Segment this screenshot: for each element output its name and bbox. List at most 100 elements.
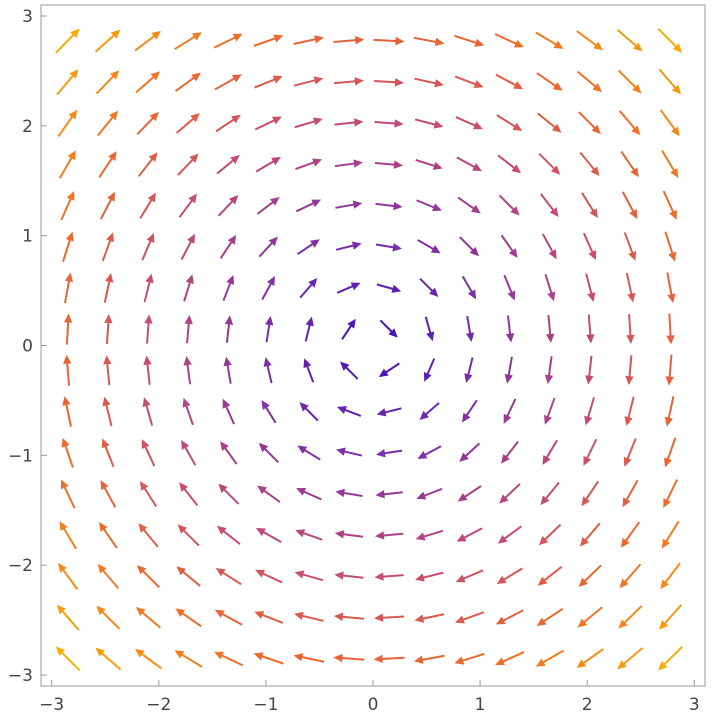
vector-arrow (297, 445, 321, 461)
vector-arrow (333, 653, 365, 663)
vector-arrow (304, 316, 314, 342)
vector-arrow-head (619, 578, 629, 589)
vector-arrow-head (135, 606, 146, 617)
vector-arrow-head (618, 619, 628, 629)
vector-arrow-shaft (143, 280, 151, 303)
vector-arrow-shaft (588, 355, 593, 378)
vector-arrow-head (473, 80, 484, 88)
vector-arrow-shaft (619, 110, 637, 131)
vector-arrow (503, 398, 517, 424)
vector-arrow (664, 437, 677, 468)
vector-arrow (60, 190, 75, 221)
vector-arrow-head (147, 192, 156, 203)
vector-arrow (214, 74, 242, 91)
vector-arrow-head (456, 533, 467, 542)
vector-arrow-shaft (146, 362, 151, 385)
vector-arrow (625, 272, 636, 303)
vector-arrow-shaft (375, 202, 396, 208)
vector-arrow-shaft (56, 73, 75, 96)
vector-arrow (56, 69, 79, 96)
vector-arrow-shaft (459, 236, 475, 253)
vector-arrow-shaft (581, 648, 604, 665)
vector-arrow-shaft (497, 154, 517, 170)
vector-arrow-head (175, 608, 186, 617)
vector-arrow-head (269, 196, 280, 206)
vector-arrow (179, 482, 199, 506)
vector-arrow (374, 119, 404, 128)
vector-arrow (657, 28, 683, 53)
vector-arrow-shaft (374, 121, 397, 125)
vector-arrow-head (70, 28, 80, 38)
vector-arrow-head (544, 374, 554, 385)
vector-arrow-shaft (301, 573, 324, 582)
vector-arrow (378, 362, 400, 378)
vector-arrow-shaft (102, 527, 118, 549)
vector-arrow-head (620, 537, 630, 548)
vector-arrow (60, 479, 76, 509)
vector-arrow-head (64, 272, 74, 283)
vector-arrow (216, 525, 241, 545)
vector-arrow-head (457, 493, 468, 502)
vector-arrow (141, 233, 155, 261)
vector-arrow (659, 604, 682, 630)
vector-arrow-shaft (462, 527, 483, 540)
vector-arrow (455, 569, 484, 583)
vector-arrow (335, 200, 363, 209)
vector-arrow-shaft (340, 615, 365, 620)
vector-arrow (538, 523, 562, 546)
vector-arrow-head (465, 332, 475, 342)
vector-arrow-shaft (101, 238, 112, 262)
vector-arrow-shaft (295, 201, 316, 213)
vector-arrow-shaft (420, 654, 445, 662)
vector-arrow (577, 70, 603, 93)
vector-arrow-head (183, 356, 192, 366)
vector-arrow (341, 318, 356, 340)
vector-arrow (461, 399, 478, 423)
vector-arrow-shaft (454, 34, 478, 45)
vector-arrow (660, 562, 681, 590)
vector-arrow-shaft (293, 78, 317, 87)
vector-arrow-shaft (304, 323, 312, 342)
vector-arrow-shaft (616, 29, 638, 48)
vector-arrow (495, 651, 525, 666)
vector-arrow-head (497, 534, 508, 544)
vector-arrow-shaft (457, 196, 476, 211)
vector-arrow (459, 442, 481, 462)
vector-arrow-shaft (380, 656, 405, 660)
vector-arrow (424, 316, 435, 342)
vector-arrow-shaft (381, 574, 404, 578)
vector-arrow-head (66, 190, 75, 201)
vector-arrow-shaft (658, 68, 678, 90)
vector-arrow-shaft (663, 604, 682, 626)
vector-arrow (544, 356, 554, 385)
vector-arrow (56, 604, 80, 631)
vector-arrow-shaft (502, 567, 523, 582)
vector-arrow (494, 33, 524, 48)
vector-arrow (414, 613, 445, 623)
vector-arrow (373, 36, 405, 46)
vector-arrow (417, 239, 441, 254)
vector-arrow (621, 191, 638, 220)
vector-arrow-head (388, 328, 398, 338)
vector-arrow-head (313, 76, 324, 85)
vector-arrow-head (295, 529, 306, 538)
vector-arrow-head (96, 605, 106, 616)
vector-arrow (62, 231, 74, 262)
vector-arrow-shaft (576, 30, 598, 47)
vector-arrow-head (176, 566, 186, 576)
vector-arrow (536, 72, 563, 91)
vector-arrow-shaft (503, 483, 521, 500)
vector-arrow-head (182, 397, 191, 408)
vector-arrow (414, 571, 444, 582)
vector-arrow-head (395, 36, 405, 46)
vector-arrow-shaft (381, 532, 404, 537)
vector-arrow-head (394, 78, 405, 87)
vector-arrow-shaft (382, 449, 403, 455)
vector-arrow-shaft (628, 355, 633, 379)
vector-arrow (663, 479, 679, 509)
vector-arrow-head (592, 83, 603, 93)
vector-arrow-shaft (544, 274, 553, 295)
vector-arrow (143, 355, 152, 385)
vector-arrow (214, 651, 244, 667)
